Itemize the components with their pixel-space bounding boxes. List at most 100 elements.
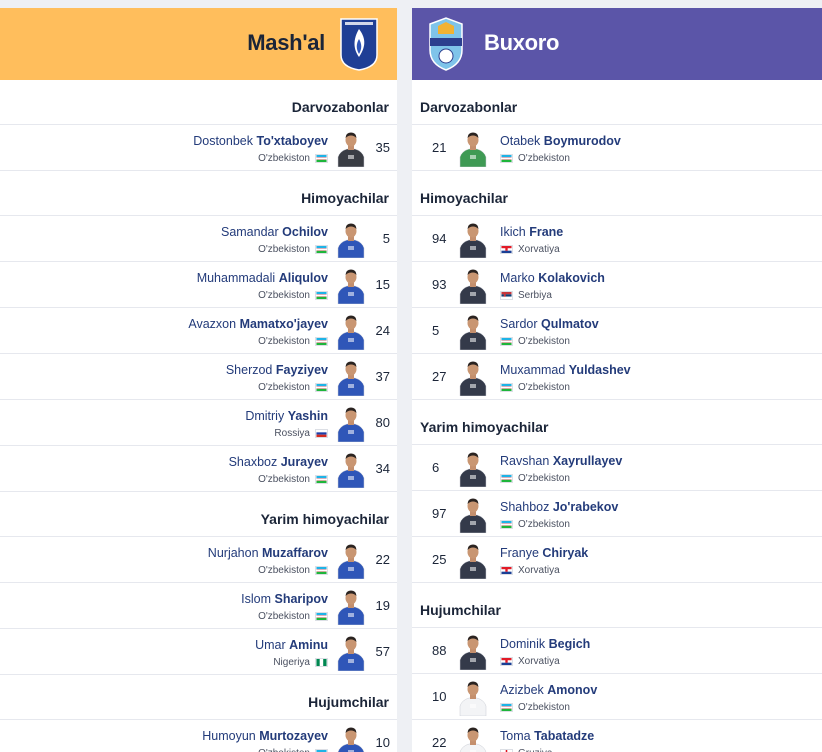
player-country: O'zbekiston	[518, 702, 570, 713]
player-row[interactable]: Dostonbek To'xtaboyev O'zbekiston 35	[0, 125, 397, 171]
player-first-name: Umar	[255, 638, 286, 652]
player-name[interactable]: Dostonbek To'xtaboyev	[193, 134, 328, 148]
player-nationality: Xorvatiya	[500, 244, 560, 255]
player-nationality: Xorvatiya	[500, 565, 560, 576]
section-title: Darvozabonlar	[420, 99, 518, 115]
player-country: Xorvatiya	[518, 565, 560, 576]
player-name[interactable]: Otabek Boymurodov	[500, 134, 621, 148]
player-last-name: Aminu	[289, 638, 328, 652]
player-number: 57	[375, 644, 390, 659]
uz-flag-icon	[315, 749, 328, 752]
player-country: Xorvatiya	[518, 244, 560, 255]
player-name[interactable]: Dmitriy Yashin	[245, 409, 328, 423]
player-name[interactable]: Umar Aminu	[255, 638, 328, 652]
player-last-name: Amonov	[547, 683, 598, 697]
player-photo-icon	[459, 361, 487, 396]
player-last-name: Kolakovich	[538, 271, 605, 285]
section-title: Himoyachilar	[420, 190, 508, 206]
player-row[interactable]: Sardor Qulmatov O'zbekiston 5	[412, 308, 822, 354]
team-header-buxoro[interactable]: Buxoro	[412, 8, 822, 80]
player-nationality: O'zbekiston	[500, 382, 570, 393]
player-photo-icon	[459, 223, 487, 258]
uz-flag-icon	[500, 474, 513, 483]
rs-flag-icon	[500, 291, 513, 300]
player-row[interactable]: Azizbek Amonov O'zbekiston 10	[412, 674, 822, 720]
section-title: Yarim himoyachilar	[260, 511, 389, 527]
player-nationality: O'zbekiston	[258, 474, 328, 485]
player-row[interactable]: Toma Tabatadze Gruziya 22	[412, 720, 822, 752]
player-row[interactable]: Nurjahon Muzaffarov O'zbekiston 22	[0, 537, 397, 583]
player-name[interactable]: Muhammadali Aliqulov	[197, 271, 328, 285]
player-name[interactable]: Azizbek Amonov	[500, 683, 597, 697]
player-last-name: Chiryak	[542, 546, 589, 560]
player-photo-icon	[337, 269, 365, 304]
player-name[interactable]: Shahboz Jo'rabekov	[500, 500, 618, 514]
player-country: O'zbekiston	[258, 565, 310, 576]
player-row[interactable]: Ikich Frane Xorvatiya 94	[412, 216, 822, 262]
player-number: 6	[432, 460, 440, 475]
player-nationality: Serbiya	[500, 290, 552, 301]
player-row[interactable]: Dmitriy Yashin Rossiya 80	[0, 400, 397, 446]
player-last-name: Sharipov	[274, 592, 329, 606]
section-header: Darvozabonlar	[0, 80, 397, 125]
player-row[interactable]: Muxammad Yuldashev O'zbekiston 27	[412, 354, 822, 400]
player-name[interactable]: Franye Chiryak	[500, 546, 588, 560]
player-first-name: Humoyun	[202, 729, 256, 743]
player-last-name: Jurayev	[280, 455, 328, 469]
player-row[interactable]: Shaxboz Jurayev O'zbekiston 34	[0, 446, 397, 492]
player-name[interactable]: Islom Sharipov	[241, 592, 328, 606]
player-last-name: Xayrullayev	[552, 454, 623, 468]
player-row[interactable]: Dominik Begich Xorvatiya 88	[412, 628, 822, 674]
player-name[interactable]: Avazxon Mamatxo'jayev	[188, 317, 328, 331]
player-name[interactable]: Dominik Begich	[500, 637, 590, 651]
player-row[interactable]: Humoyun Murtozayev O'zbekiston 10	[0, 720, 397, 752]
player-row[interactable]: Franye Chiryak Xorvatiya 25	[412, 537, 822, 583]
player-number: 25	[432, 552, 447, 567]
player-row[interactable]: Otabek Boymurodov O'zbekiston 21	[412, 125, 822, 171]
player-row[interactable]: Muhammadali Aliqulov O'zbekiston 15	[0, 262, 397, 308]
player-nationality: O'zbekiston	[258, 565, 328, 576]
player-name[interactable]: Samandar Ochilov	[221, 225, 328, 239]
player-photo-icon	[337, 544, 365, 579]
player-row[interactable]: Sherzod Fayziyev O'zbekiston 37	[0, 354, 397, 400]
player-name[interactable]: Sardor Qulmatov	[500, 317, 599, 331]
team-header-mashal[interactable]: Mash'al	[0, 8, 397, 80]
uz-flag-icon	[315, 612, 328, 621]
player-number: 10	[432, 689, 447, 704]
player-first-name: Dmitriy	[245, 409, 285, 423]
player-row[interactable]: Shahboz Jo'rabekov O'zbekiston 97	[412, 491, 822, 537]
player-name[interactable]: Sherzod Fayziyev	[226, 363, 328, 377]
team-name: Mash'al	[247, 30, 325, 55]
player-name[interactable]: Shaxboz Jurayev	[229, 455, 328, 469]
player-row[interactable]: Umar Aminu Nigeriya 57	[0, 629, 397, 675]
player-name[interactable]: Marko Kolakovich	[500, 271, 605, 285]
player-name[interactable]: Nurjahon Muzaffarov	[208, 546, 328, 560]
player-row[interactable]: Marko Kolakovich Serbiya 93	[412, 262, 822, 308]
player-name[interactable]: Muxammad Yuldashev	[500, 363, 631, 377]
uz-flag-icon	[315, 566, 328, 575]
player-first-name: Samandar	[220, 225, 279, 239]
uz-flag-icon	[500, 383, 513, 392]
player-first-name: Nurjahon	[207, 546, 259, 560]
player-row[interactable]: Samandar Ochilov O'zbekiston 5	[0, 216, 397, 262]
player-photo-icon	[337, 223, 365, 258]
hr-flag-icon	[500, 566, 513, 575]
player-last-name: Ochilov	[282, 225, 328, 239]
player-last-name: Aliqulov	[278, 271, 328, 285]
player-name[interactable]: Ikich Frane	[500, 225, 563, 239]
player-nationality: Gruziya	[500, 748, 552, 752]
player-first-name: Sardor	[500, 317, 538, 331]
player-nationality: O'zbekiston	[500, 702, 570, 713]
player-country: O'zbekiston	[258, 290, 310, 301]
player-row[interactable]: Ravshan Xayrullayev O'zbekiston 6	[412, 445, 822, 491]
uz-flag-icon	[500, 703, 513, 712]
player-name[interactable]: Ravshan Xayrullayev	[500, 454, 622, 468]
player-name[interactable]: Humoyun Murtozayev	[202, 729, 328, 743]
uz-flag-icon	[315, 337, 328, 346]
player-country: O'zbekiston	[258, 474, 310, 485]
player-row[interactable]: Avazxon Mamatxo'jayev O'zbekiston 24	[0, 308, 397, 354]
player-photo-icon	[459, 132, 487, 167]
player-nationality: Xorvatiya	[500, 656, 560, 667]
player-name[interactable]: Toma Tabatadze	[500, 729, 594, 743]
player-row[interactable]: Islom Sharipov O'zbekiston 19	[0, 583, 397, 629]
